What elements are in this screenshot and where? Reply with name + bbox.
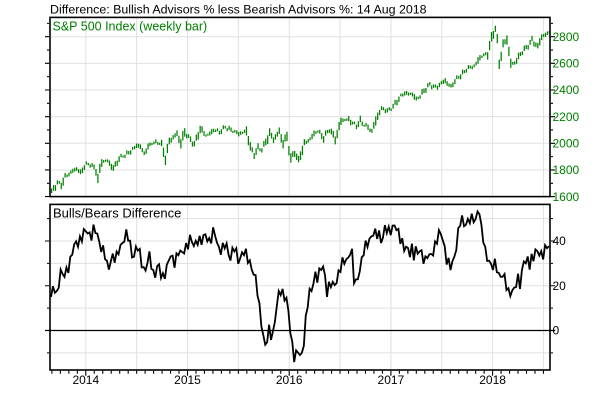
svg-text:1600: 1600 — [553, 190, 580, 204]
svg-text:1800: 1800 — [553, 163, 580, 177]
svg-text:2017: 2017 — [378, 373, 405, 387]
svg-text:Bulls/Bears Difference: Bulls/Bears Difference — [53, 206, 181, 221]
svg-text:2000: 2000 — [553, 137, 580, 151]
svg-text:40: 40 — [553, 234, 567, 248]
svg-text:S&P 500 Index (weekly bar): S&P 500 Index (weekly bar) — [53, 20, 208, 34]
svg-text:2200: 2200 — [553, 110, 580, 124]
svg-text:2018: 2018 — [479, 373, 506, 387]
svg-text:2016: 2016 — [276, 373, 303, 387]
svg-text:0: 0 — [553, 324, 560, 338]
svg-text:20: 20 — [553, 279, 567, 293]
svg-text:2600: 2600 — [553, 57, 580, 71]
svg-text:2014: 2014 — [72, 373, 99, 387]
svg-text:2400: 2400 — [553, 83, 580, 97]
svg-text:Difference: Bullish Advisors %: Difference: Bullish Advisors % less Bear… — [50, 3, 427, 17]
svg-text:2015: 2015 — [174, 373, 201, 387]
svg-text:2800: 2800 — [553, 30, 580, 44]
